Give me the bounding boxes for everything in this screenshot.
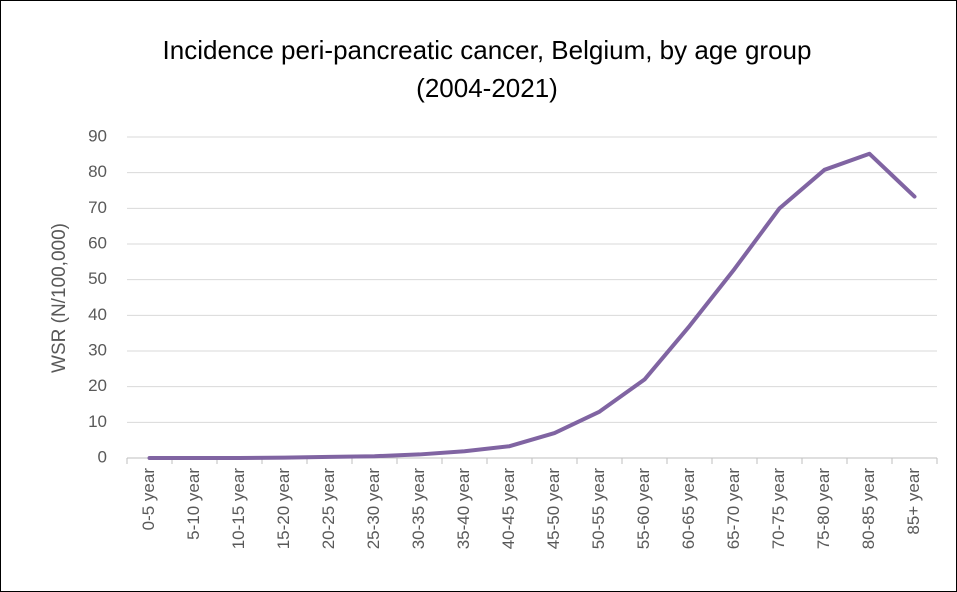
y-tick-label: 10 — [88, 412, 107, 431]
x-tick-label: 80-85 year — [859, 468, 878, 550]
y-tick-label: 90 — [88, 126, 107, 145]
x-tick-label: 30-35 year — [409, 468, 428, 550]
y-tick-label: 20 — [88, 376, 107, 395]
y-tick-label: 0 — [98, 447, 107, 466]
x-tick-label: 65-70 year — [724, 468, 743, 550]
data-line — [147, 151, 917, 460]
x-tick-label: 5-10 year — [184, 468, 203, 540]
x-tick-label: 70-75 year — [769, 468, 788, 550]
x-tick-label: 45-50 year — [544, 468, 563, 550]
x-tick-label: 10-15 year — [229, 468, 248, 550]
x-tick-label: 50-55 year — [589, 468, 608, 550]
x-tick-label: 20-25 year — [319, 468, 338, 550]
x-tick-label: 85+ year — [904, 468, 923, 535]
y-tick-label: 40 — [88, 305, 107, 324]
chart-title: Incidence peri-pancreatic cancer, Belgiu… — [163, 35, 812, 65]
y-tick-label: 60 — [88, 233, 107, 252]
y-tick-label: 30 — [88, 340, 107, 359]
x-tick-label: 0-5 year — [139, 468, 158, 531]
x-tick-label: 75-80 year — [814, 468, 833, 550]
chart-title: (2004-2021) — [416, 73, 558, 103]
x-tick-label: 35-40 year — [454, 468, 473, 550]
y-axis-title: WSR (N/100,000) — [49, 223, 70, 373]
x-tick-label: 55-60 year — [634, 468, 653, 550]
x-tick-label: 15-20 year — [274, 468, 293, 550]
x-tick-label: 60-65 year — [679, 468, 698, 550]
x-tick-label: 40-45 year — [499, 468, 518, 550]
x-tick-label: 25-30 year — [364, 468, 383, 550]
y-tick-label: 50 — [88, 269, 107, 288]
y-tick-label: 80 — [88, 162, 107, 181]
y-tick-label: 70 — [88, 198, 107, 217]
